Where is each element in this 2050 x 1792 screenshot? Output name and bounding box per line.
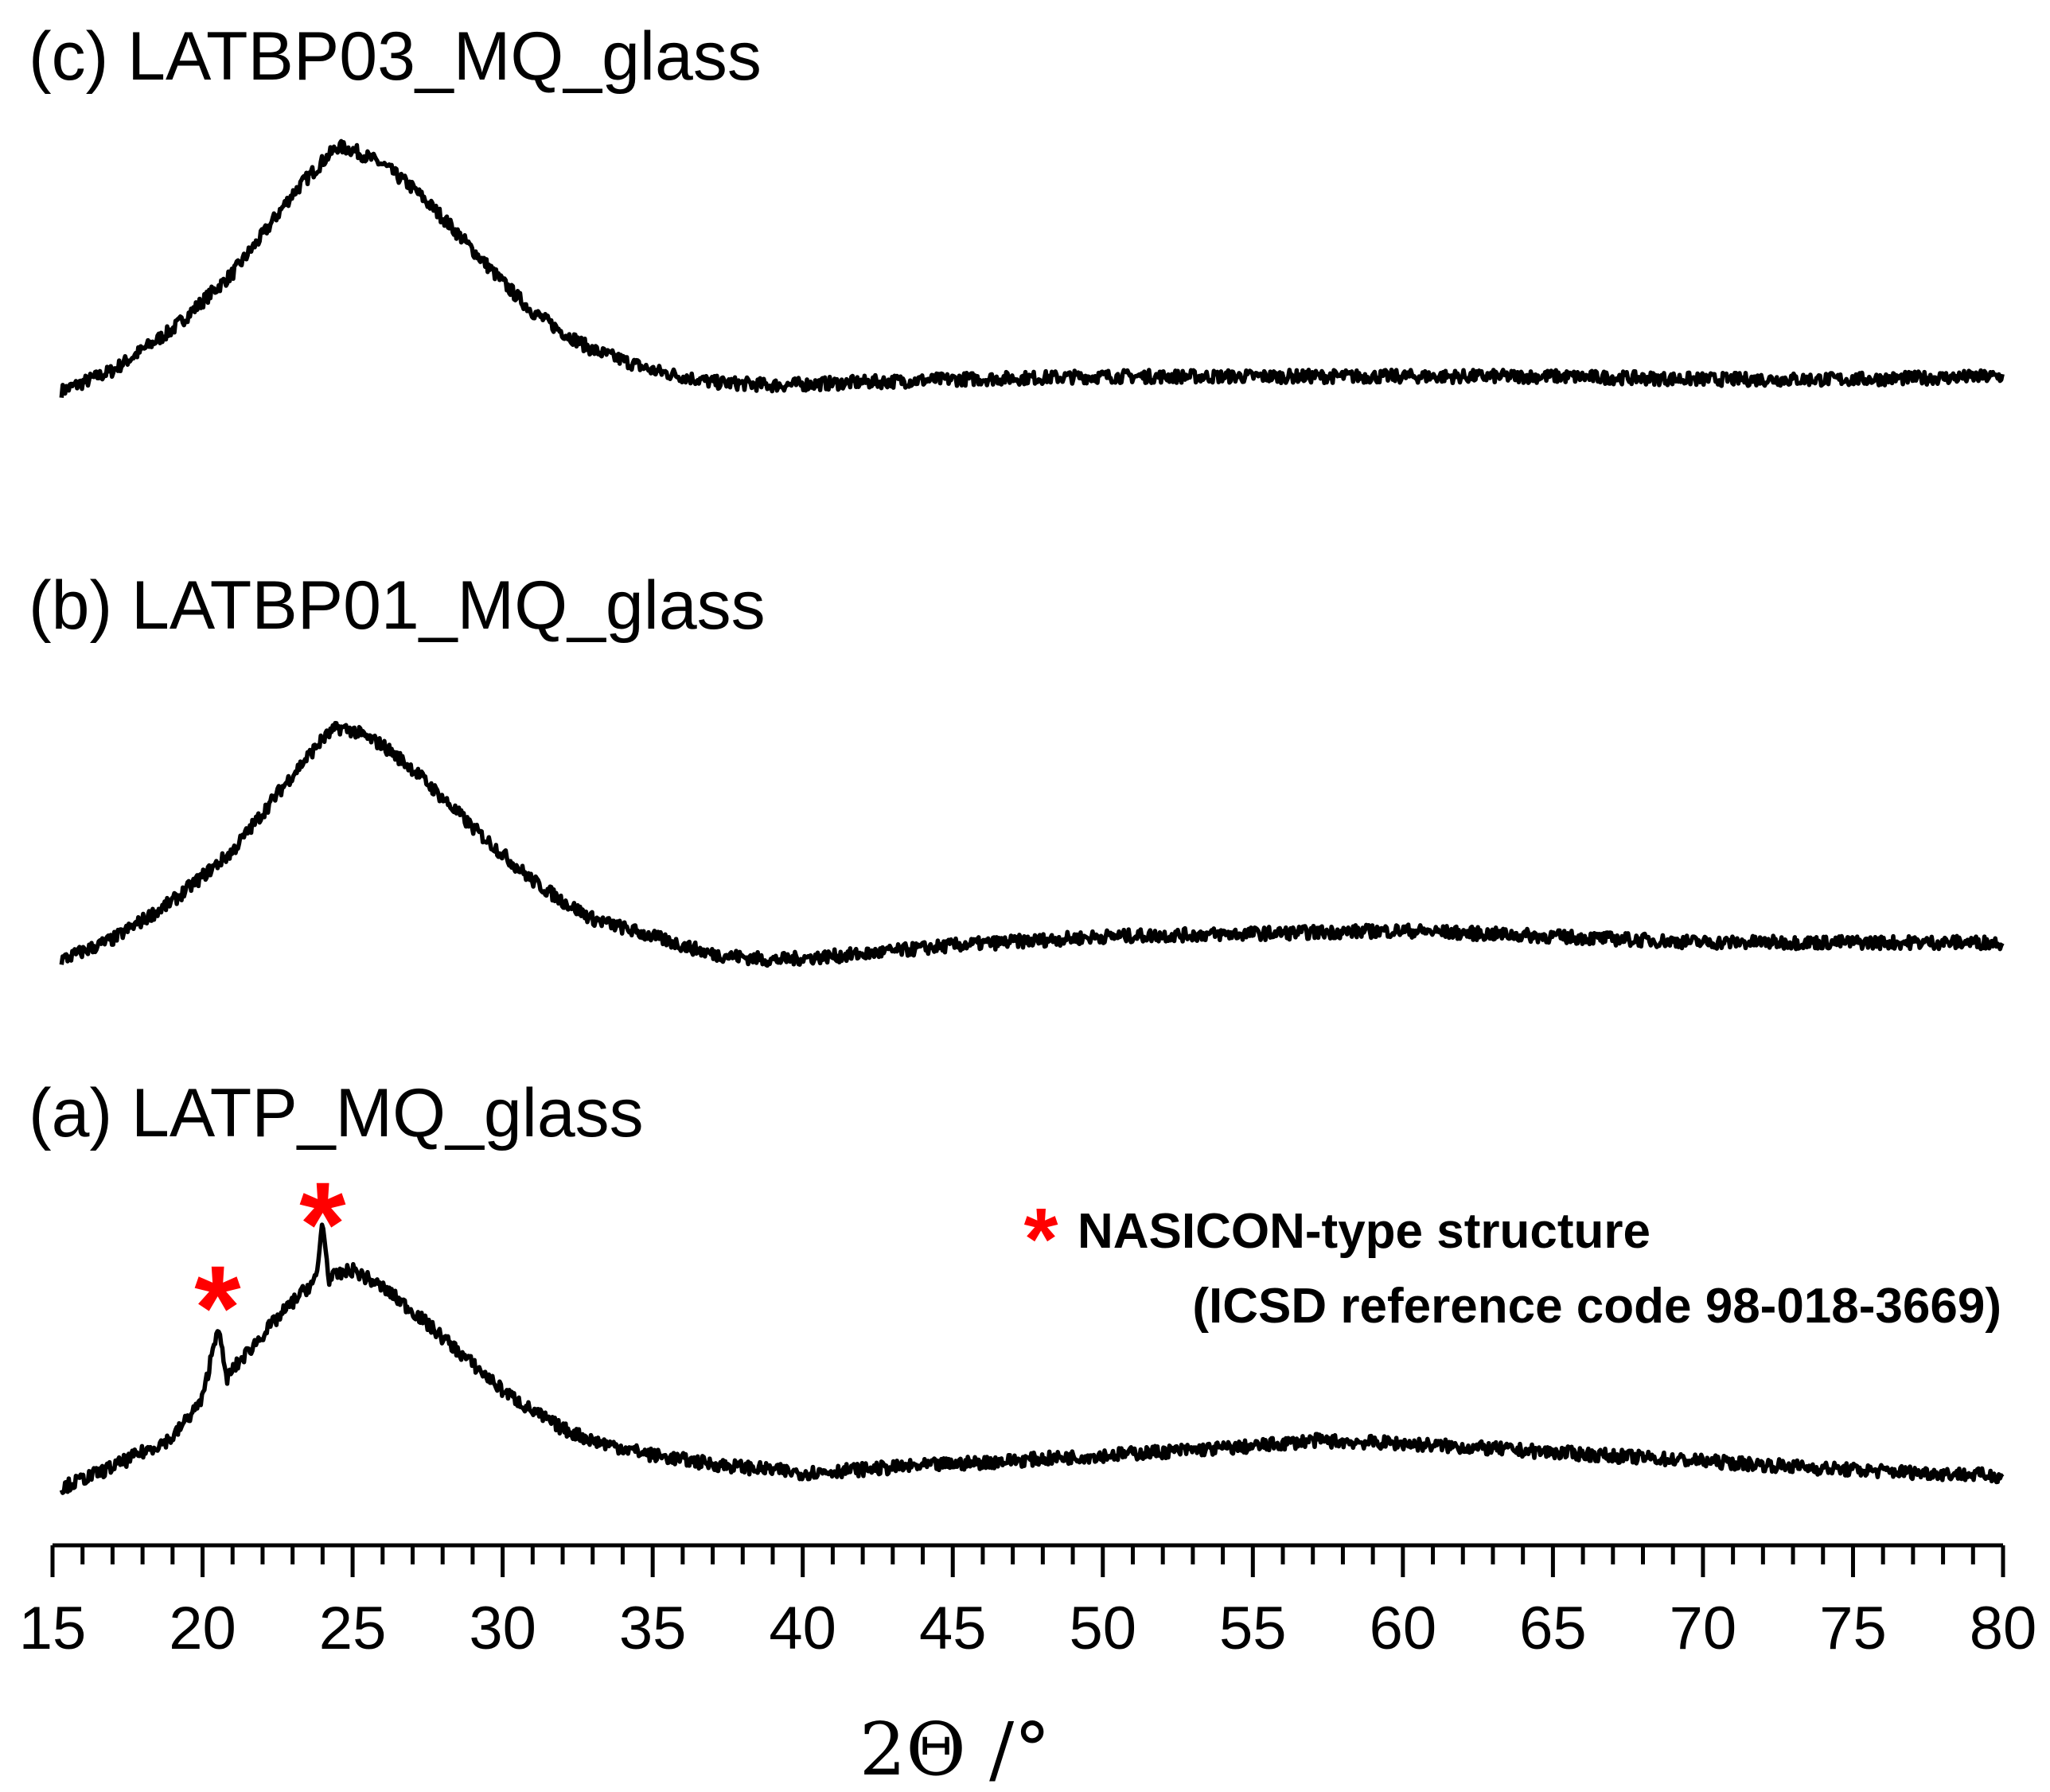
x-tick-label: 55 xyxy=(1219,1595,1287,1662)
x-tick-label: 30 xyxy=(469,1595,536,1662)
series-trace-b xyxy=(59,720,2005,968)
x-tick-label: 60 xyxy=(1370,1595,1437,1662)
x-tick-label: 40 xyxy=(769,1595,836,1662)
x-tick-label: 70 xyxy=(1670,1595,1737,1662)
x-tick-label: 20 xyxy=(169,1595,236,1662)
x-tick-label: 45 xyxy=(919,1595,987,1662)
x-axis-title: 2Θ /° xyxy=(859,1707,1050,1792)
x-tick-label: 35 xyxy=(619,1595,687,1662)
panel-label-c: (c) LATBP03_MQ_glass xyxy=(29,18,762,95)
x-tick-label: 15 xyxy=(19,1595,87,1662)
peak-marker-star-1: * xyxy=(194,1241,241,1374)
panel-label-b: (b) LATBP01_MQ_glass xyxy=(29,567,766,644)
panel-label-a: (a) LATP_MQ_glass xyxy=(29,1075,644,1151)
legend-line-1: NASICON-type structure xyxy=(1078,1204,1651,1259)
x-axis-ticks xyxy=(50,1545,2005,1577)
x-tick-label: 80 xyxy=(1970,1595,2037,1662)
x-tick-label: 75 xyxy=(1819,1595,1887,1662)
legend-star-icon: * xyxy=(1024,1190,1058,1288)
series-trace-a xyxy=(59,1222,2005,1495)
series-trace-c xyxy=(59,138,2005,399)
x-tick-label: 65 xyxy=(1519,1595,1587,1662)
x-tick-label: 25 xyxy=(319,1595,387,1662)
peak-marker-star-2: * xyxy=(299,1157,346,1291)
legend-line-2: (ICSD reference code 98-018-3669) xyxy=(1192,1279,2001,1334)
x-tick-label: 50 xyxy=(1069,1595,1136,1662)
x-axis-tick-labels: 15 20 25 30 35 40 45 50 55 60 65 70 75 80 xyxy=(19,1595,2037,1662)
